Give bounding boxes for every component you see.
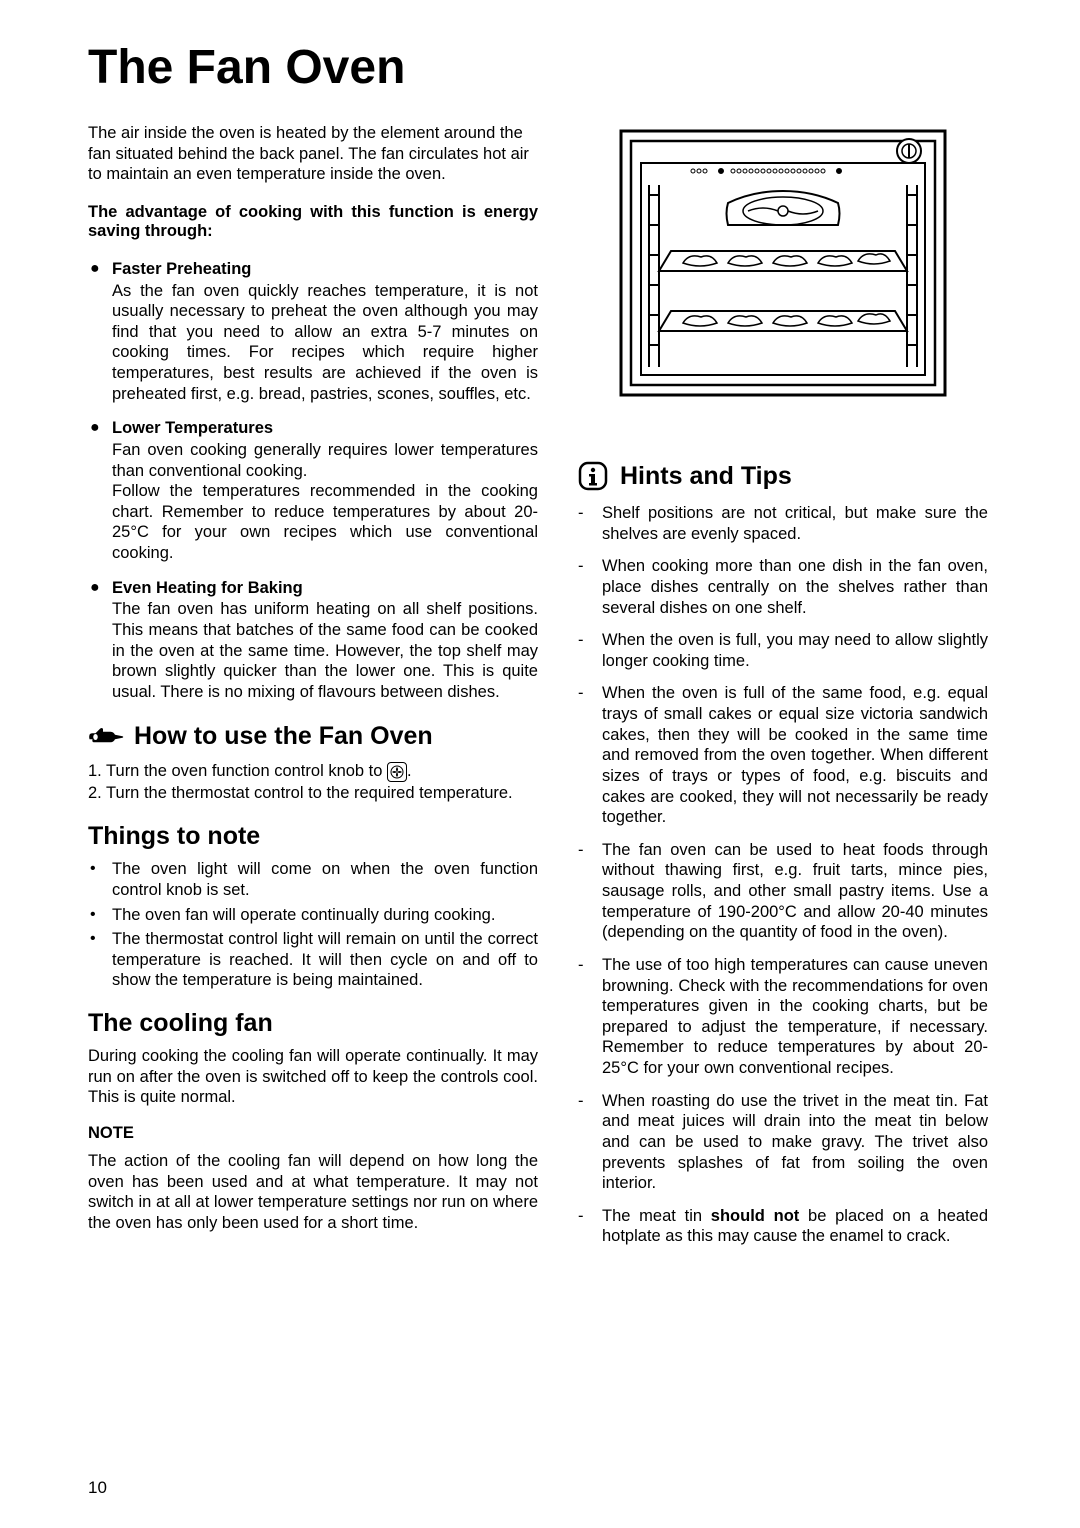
dash-marker: - bbox=[578, 1206, 602, 1247]
note-label: NOTE bbox=[88, 1124, 538, 1143]
advantage-body: As the fan oven quickly reaches temperat… bbox=[112, 281, 538, 405]
hints-heading: Hints and Tips bbox=[578, 461, 988, 491]
hint-text: When roasting do use the trivet in the m… bbox=[602, 1091, 988, 1194]
hint-text: The meat tin should not be placed on a h… bbox=[602, 1206, 988, 1247]
how-to-use-text: How to use the Fan Oven bbox=[134, 722, 433, 751]
advantage-body: The fan oven has uniform heating on all … bbox=[112, 599, 538, 702]
step-2: 2. Turn the thermostat control to the re… bbox=[88, 783, 538, 804]
hint-text: The fan oven can be used to heat foods t… bbox=[602, 840, 988, 943]
note-text: The thermostat control light will remain… bbox=[112, 929, 538, 991]
cooling-fan-paragraph: During cooking the cooling fan will oper… bbox=[88, 1046, 538, 1108]
advantage-title: Even Heating for Baking bbox=[112, 578, 538, 599]
advantage-title: Lower Temperatures bbox=[112, 418, 538, 439]
content-columns: The air inside the oven is heated by the… bbox=[88, 123, 992, 1259]
note-item: • The oven fan will operate continually … bbox=[88, 905, 538, 926]
intro-paragraph: The air inside the oven is heated by the… bbox=[88, 123, 538, 185]
how-to-use-steps: 1. Turn the oven function control knob t… bbox=[88, 761, 538, 804]
dash-marker: - bbox=[578, 1091, 602, 1194]
oven-illustration bbox=[613, 123, 953, 403]
right-column: Hints and Tips -Shelf positions are not … bbox=[578, 123, 988, 1259]
info-icon bbox=[578, 461, 608, 491]
dash-marker: - bbox=[578, 683, 602, 827]
left-column: The air inside the oven is heated by the… bbox=[88, 123, 538, 1259]
how-to-use-heading: How to use the Fan Oven bbox=[88, 722, 538, 751]
advantage-item: ● Even Heating for Baking The fan oven h… bbox=[88, 578, 538, 703]
hints-list: -Shelf positions are not critical, but m… bbox=[578, 503, 988, 1247]
hint-item: -When roasting do use the trivet in the … bbox=[578, 1091, 988, 1194]
hint-item: -The use of too high temperatures can ca… bbox=[578, 955, 988, 1079]
hint-text: When the oven is full of the same food, … bbox=[602, 683, 988, 827]
note-item: • The oven light will come on when the o… bbox=[88, 859, 538, 900]
fan-symbol-icon bbox=[387, 762, 407, 782]
things-to-note-list: • The oven light will come on when the o… bbox=[88, 859, 538, 991]
cooling-fan-heading: The cooling fan bbox=[88, 1009, 538, 1038]
hint-item: -Shelf positions are not critical, but m… bbox=[578, 503, 988, 544]
hint-item: -When the oven is full of the same food,… bbox=[578, 683, 988, 827]
bullet-marker: • bbox=[88, 859, 112, 900]
hint-item: - The meat tin should not be placed on a… bbox=[578, 1206, 988, 1247]
bullet-marker: ● bbox=[88, 418, 112, 563]
bullet-marker: ● bbox=[88, 259, 112, 404]
hint-text: The use of too high temperatures can cau… bbox=[602, 955, 988, 1079]
dash-marker: - bbox=[578, 840, 602, 943]
bullet-marker: • bbox=[88, 929, 112, 991]
page-number: 10 bbox=[88, 1478, 107, 1498]
note-text: The oven fan will operate continually du… bbox=[112, 905, 538, 926]
hint-item: -When cooking more than one dish in the … bbox=[578, 556, 988, 618]
dash-marker: - bbox=[578, 556, 602, 618]
advantage-title: Faster Preheating bbox=[112, 259, 538, 280]
hints-heading-text: Hints and Tips bbox=[620, 462, 792, 491]
things-to-note-heading: Things to note bbox=[88, 822, 538, 851]
hint-text: When cooking more than one dish in the f… bbox=[602, 556, 988, 618]
step-1: 1. Turn the oven function control knob t… bbox=[88, 761, 538, 782]
dash-marker: - bbox=[578, 630, 602, 671]
hint-item: -The fan oven can be used to heat foods … bbox=[578, 840, 988, 943]
note-text: The oven light will come on when the ove… bbox=[112, 859, 538, 900]
advantage-heading: The advantage of cooking with this funct… bbox=[88, 203, 538, 241]
hint-text-bold: should not bbox=[711, 1207, 799, 1225]
step-text: . bbox=[407, 762, 412, 780]
hint-text: When the oven is full, you may need to a… bbox=[602, 630, 988, 671]
advantage-item: ● Faster Preheating As the fan oven quic… bbox=[88, 259, 538, 404]
pointing-hand-icon bbox=[88, 725, 124, 749]
hint-item: -When the oven is full, you may need to … bbox=[578, 630, 988, 671]
bullet-marker: • bbox=[88, 905, 112, 926]
advantage-item: ● Lower Temperatures Fan oven cooking ge… bbox=[88, 418, 538, 563]
hint-text: Shelf positions are not critical, but ma… bbox=[602, 503, 988, 544]
cooling-note-body: The action of the cooling fan will depen… bbox=[88, 1151, 538, 1234]
dash-marker: - bbox=[578, 955, 602, 1079]
page-title: The Fan Oven bbox=[88, 40, 992, 95]
dash-marker: - bbox=[578, 503, 602, 544]
hint-text-part: The meat tin bbox=[602, 1207, 711, 1225]
step-text: 1. Turn the oven function control knob t… bbox=[88, 762, 387, 780]
note-item: • The thermostat control light will rema… bbox=[88, 929, 538, 991]
advantage-body: Fan oven cooking generally requires lowe… bbox=[112, 440, 538, 564]
bullet-marker: ● bbox=[88, 578, 112, 703]
